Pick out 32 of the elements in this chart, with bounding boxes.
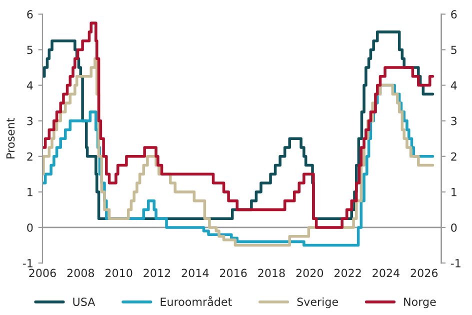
y-tick-label: 4 — [26, 81, 33, 90]
y2-tick-label: 6 — [451, 10, 457, 19]
y-tick-label: -1 — [22, 259, 32, 268]
legend-label: Sverige — [297, 297, 338, 308]
x-tick-label: 2008 — [67, 268, 94, 278]
y-tick-label: 0 — [27, 223, 33, 232]
x-tick-label: 2010 — [105, 268, 132, 278]
y-axis-title: Prosent — [6, 118, 15, 158]
x-tick-label: 2024 — [372, 268, 400, 278]
x-tick-label: 2026 — [410, 268, 438, 278]
legend-label: Euroområdet — [160, 296, 232, 306]
y2-tick-label: -1 — [450, 259, 460, 268]
y2-tick-label: 4 — [450, 81, 457, 90]
y-tick-label: 6 — [27, 10, 33, 19]
x-tick-label: 2020 — [296, 268, 324, 278]
y2-tick-label: 5 — [451, 46, 456, 54]
y2-tick-label: 1 — [452, 188, 456, 196]
x-tick-label: 2016 — [220, 268, 247, 278]
x-tick-label: 2018 — [258, 268, 285, 278]
x-tick-label: 2014 — [182, 268, 209, 278]
x-tick-label: 2012 — [144, 268, 170, 278]
x-tick-label: 2006 — [29, 268, 56, 278]
y-tick-label: 2 — [27, 152, 32, 161]
y2-tick-label: 0 — [451, 223, 457, 232]
y-tick-label: 1 — [28, 188, 32, 196]
y-tick-label: 5 — [27, 46, 32, 54]
legend-label: Norge — [404, 298, 436, 308]
legend-label: USA — [73, 298, 96, 306]
y2-tick-label: 2 — [451, 152, 456, 161]
y2-tick-label: 3 — [451, 116, 457, 126]
y-tick-label: 3 — [27, 116, 33, 126]
x-tick-label: 2022 — [334, 268, 361, 278]
